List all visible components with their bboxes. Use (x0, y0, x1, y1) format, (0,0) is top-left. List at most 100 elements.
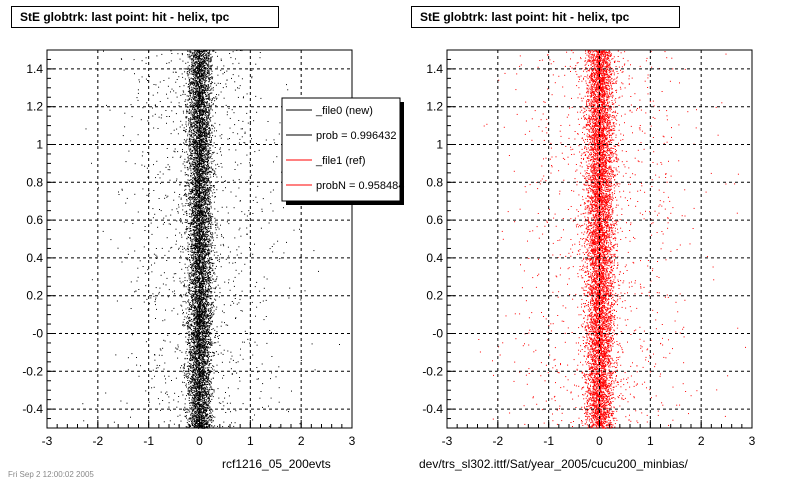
data-point (175, 234, 176, 236)
data-point (197, 221, 199, 223)
data-point (203, 348, 205, 350)
data-point (195, 76, 197, 78)
data-point (181, 124, 183, 126)
data-point (146, 167, 148, 169)
data-point (210, 139, 212, 141)
data-point (196, 271, 198, 273)
data-point (191, 158, 193, 160)
data-point (208, 390, 210, 392)
data-point (204, 189, 206, 191)
data-point (134, 291, 136, 293)
data-point (190, 402, 192, 404)
data-point (214, 251, 216, 253)
data-point (181, 296, 183, 298)
data-point (199, 376, 201, 378)
data-point (200, 85, 202, 87)
data-point (196, 168, 197, 170)
data-point (184, 231, 186, 233)
data-point (209, 129, 211, 131)
data-point (234, 262, 236, 264)
data-point (190, 92, 192, 94)
data-point (215, 342, 217, 344)
data-point (204, 337, 206, 338)
data-point (210, 171, 212, 173)
data-point (212, 392, 214, 394)
data-point (179, 232, 181, 234)
data-point (207, 93, 209, 95)
data-point (178, 204, 179, 206)
data-point (192, 403, 194, 405)
data-point (197, 184, 199, 186)
data-point (196, 360, 198, 362)
data-point (172, 156, 174, 158)
data-point (188, 109, 190, 111)
data-point (186, 200, 188, 202)
data-point (209, 278, 211, 280)
data-point (190, 150, 192, 152)
data-point (255, 315, 256, 317)
data-point (183, 409, 184, 411)
data-point (188, 337, 190, 339)
data-point (216, 94, 217, 95)
data-point (209, 322, 210, 324)
data-point (204, 281, 206, 282)
data-point (210, 339, 212, 341)
data-point (209, 271, 211, 272)
data-point (190, 312, 192, 314)
data-point (169, 420, 171, 422)
data-point (190, 119, 192, 121)
data-point (185, 385, 187, 387)
data-point (202, 75, 204, 76)
data-point (209, 296, 211, 298)
data-point (213, 287, 215, 289)
data-point (198, 131, 200, 132)
data-point (225, 412, 227, 413)
data-point (185, 129, 187, 130)
data-point (180, 221, 182, 223)
data-point (173, 307, 175, 309)
data-point (179, 277, 181, 279)
data-point (206, 324, 208, 326)
data-point (311, 343, 313, 345)
data-point (202, 95, 204, 97)
data-point (177, 211, 179, 212)
data-point (193, 253, 195, 254)
data-point (187, 221, 189, 223)
data-point (202, 260, 204, 262)
data-point (195, 213, 196, 215)
data-point (180, 255, 182, 257)
data-point (206, 155, 208, 157)
data-point (208, 108, 210, 110)
data-point (194, 380, 196, 382)
data-point (200, 87, 202, 89)
data-point (192, 290, 194, 292)
data-point (212, 416, 214, 418)
data-point (194, 203, 196, 205)
data-point (209, 117, 211, 119)
data-point (193, 414, 195, 416)
data-point (178, 76, 180, 78)
data-point (206, 132, 208, 134)
data-point (207, 173, 209, 175)
data-point (189, 325, 191, 327)
data-point (210, 60, 212, 62)
data-point (241, 290, 243, 292)
data-point (229, 361, 231, 363)
data-point (195, 342, 197, 343)
data-point (202, 153, 204, 155)
data-point (206, 216, 208, 218)
data-point (156, 364, 158, 366)
data-point (227, 212, 229, 214)
data-point (199, 80, 201, 82)
data-point (183, 325, 185, 327)
data-point (189, 411, 191, 413)
data-point (198, 233, 200, 235)
data-point (157, 226, 159, 228)
data-point (195, 180, 196, 182)
data-point (200, 158, 202, 160)
data-point (192, 248, 194, 249)
data-point (208, 351, 210, 353)
data-point (208, 401, 210, 403)
data-point (175, 243, 177, 245)
data-point (201, 274, 203, 276)
